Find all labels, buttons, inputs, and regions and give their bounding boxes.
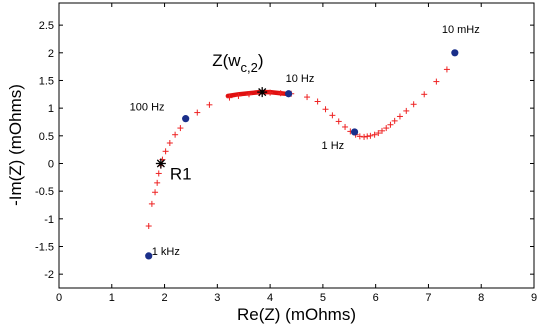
annotation-label: 10 mHz <box>442 24 480 36</box>
x-tick-label: 9 <box>531 292 537 304</box>
plus-marker <box>371 131 378 138</box>
y-tick-label: -1.5 <box>35 241 54 253</box>
plus-marker <box>267 89 274 96</box>
plus-marker <box>304 94 311 101</box>
annotation-label: 10 Hz <box>286 73 315 85</box>
x-axis-label: Re(Z) (mOhms) <box>237 305 356 324</box>
plus-marker <box>235 92 242 99</box>
plus-marker <box>375 130 382 137</box>
x-tick-label: 0 <box>56 292 62 304</box>
plus-marker <box>194 109 201 116</box>
y-tick-label: -1 <box>44 214 54 226</box>
annotation-text: R1 <box>170 164 192 183</box>
plus-marker <box>246 91 252 98</box>
plus-marker <box>410 101 417 108</box>
plus-marker <box>383 125 390 132</box>
x-tick-label: 5 <box>320 292 326 304</box>
plus-marker <box>226 94 233 101</box>
annotation-text: 10 Hz <box>286 73 315 85</box>
x-tick-label: 7 <box>425 292 431 304</box>
plus-marker <box>356 133 363 140</box>
plus-marker <box>145 223 152 230</box>
x-tick-label: 8 <box>478 292 484 304</box>
plus-marker <box>148 200 155 207</box>
plus-marker <box>335 118 342 125</box>
plus-marker <box>162 148 169 155</box>
plot-area <box>58 2 535 289</box>
plus-marker <box>396 113 403 120</box>
frequency-dot <box>284 90 293 98</box>
annotation-label: R1 <box>170 164 192 183</box>
y-tick-label: 0.5 <box>39 131 54 143</box>
x-tick-label: 1 <box>109 292 115 304</box>
plus-marker <box>277 90 284 97</box>
y-tick-label: 2.5 <box>39 20 54 32</box>
x-tick-label: 4 <box>267 292 273 304</box>
annotation-label: Z(wc,2) <box>212 51 263 75</box>
frequency-dot <box>350 128 359 136</box>
frequency-dot <box>451 49 459 57</box>
plus-marker <box>177 125 184 132</box>
data-marks <box>145 49 459 260</box>
annotation-suffix: ) <box>258 51 264 70</box>
annotation-label: 1 kHz <box>152 246 180 258</box>
plus-marker <box>443 66 450 73</box>
annotation-label: 100 Hz <box>130 102 165 114</box>
y-axis-label: -Im(Z) (mOhms) <box>6 84 25 206</box>
plus-marker <box>361 133 368 140</box>
annotations: 1 kHz 100 Hz 10 Hz 1 Hz 10 mHz R1 Z(wc,2) <box>130 24 480 258</box>
y-tick-label: 2 <box>48 48 54 60</box>
plus-marker <box>421 91 428 98</box>
annotation-text: Z(w <box>212 51 241 70</box>
plus-marker <box>379 127 385 134</box>
plus-marker <box>342 123 349 130</box>
plus-marker <box>152 189 159 196</box>
plus-marker <box>314 98 321 105</box>
plus-marker <box>403 107 410 114</box>
annotation-label: 1 Hz <box>322 140 345 152</box>
y-tick-label: -0.5 <box>35 186 54 198</box>
frequency-dot <box>145 252 153 260</box>
plus-marker <box>364 133 371 140</box>
plus-marker <box>367 132 374 139</box>
y-tick-label: 0 <box>48 158 54 170</box>
plus-marker <box>322 106 329 113</box>
x-tick-label: 6 <box>373 292 379 304</box>
plus-marker <box>206 101 213 108</box>
plus-marker <box>433 78 440 85</box>
annotation-text: 100 Hz <box>130 102 165 114</box>
annotation-text: 1 Hz <box>322 140 345 152</box>
axis-ticks: 0 1 2 3 4 5 6 7 8 9 -2 -1.5 -1 -0.5 0 0.5 1 1.5 2 2.5 <box>35 3 537 304</box>
annotation-text: 1 kHz <box>152 246 180 258</box>
plus-marker <box>166 140 173 147</box>
y-tick-label: 1.5 <box>39 75 54 87</box>
y-tick-label: 1 <box>48 103 54 115</box>
y-tick-label: -2 <box>44 269 54 281</box>
plus-marker <box>391 117 398 124</box>
asterisk-marker <box>155 158 166 169</box>
plus-marker <box>172 131 179 138</box>
frequency-dot <box>182 115 190 123</box>
plus-marker <box>155 170 162 177</box>
annotation-text: 10 mHz <box>442 24 480 36</box>
plus-marker <box>329 112 336 119</box>
annotation-subscript: c,2 <box>241 60 258 75</box>
plus-marker <box>154 179 161 186</box>
asterisk-marker <box>257 87 268 98</box>
plus-marker <box>387 121 394 128</box>
x-tick-label: 2 <box>161 292 167 304</box>
x-tick-label: 3 <box>214 292 220 304</box>
